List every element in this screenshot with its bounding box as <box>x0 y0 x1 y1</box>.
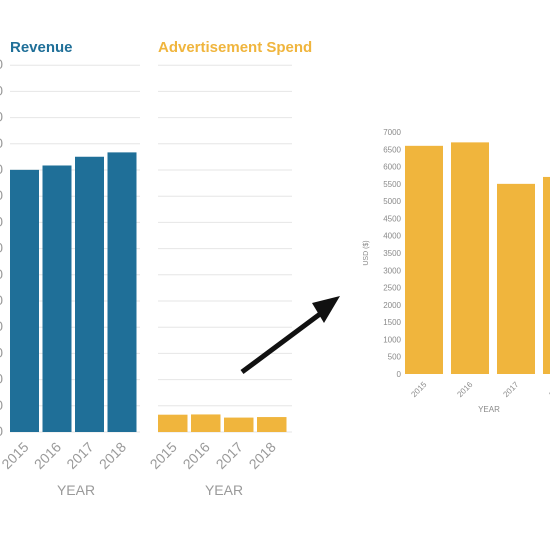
y-tick-label: 2500 <box>383 284 401 293</box>
chart-title: Advertisement Spend <box>158 39 312 56</box>
y-tick-stub: 0 <box>0 292 3 308</box>
y-tick-label: 4500 <box>383 214 401 223</box>
y-tick-label: 2000 <box>383 301 401 310</box>
bar-revenue-2018 <box>107 152 137 432</box>
y-tick-label: 0 <box>397 370 402 379</box>
y-tick-stub: 0 <box>0 135 3 151</box>
bar-ad_spend_small-2016 <box>191 414 221 432</box>
x-tick-label: 2017 <box>63 439 96 472</box>
x-axis-label: YEAR <box>57 482 95 498</box>
y-tick-stub: 0 <box>0 56 3 72</box>
x-tick-label: 2016 <box>455 380 474 399</box>
x-tick-label: 2018 <box>246 439 279 472</box>
zoom-arrow <box>240 296 340 375</box>
y-tick-stub: 0 <box>0 344 3 360</box>
y-tick-label: 6000 <box>383 163 401 172</box>
y-tick-stub: 0 <box>0 161 3 177</box>
y-tick-stub: 0 <box>0 82 3 98</box>
bar-ad_spend_zoom-2018 <box>543 176 550 374</box>
y-tick-stub: 0 <box>0 266 3 282</box>
bar-ad_spend_zoom-2015 <box>405 145 443 374</box>
x-tick-label: 2017 <box>501 380 520 399</box>
y-tick-stub: 0 <box>0 213 3 229</box>
arrow-shaft <box>240 311 322 375</box>
x-tick-label: 2016 <box>180 439 213 472</box>
chart-ad_spend_zoom: 0 500 1000 1500 2000 2500 3000 3500 4000 4500 5000… <box>363 128 550 414</box>
y-tick-label: 5500 <box>383 180 401 189</box>
y-tick-stub: 0 <box>0 423 3 439</box>
y-tick-label: 3500 <box>383 249 401 258</box>
bar-ad_spend_small-2017 <box>224 417 254 432</box>
bar-ad_spend_zoom-2016 <box>451 142 489 374</box>
bar-revenue-2016 <box>42 165 72 432</box>
x-tick-label: 2018 <box>96 439 129 472</box>
arrow-head <box>312 296 340 323</box>
y-tick-label: 1500 <box>383 318 401 327</box>
y-tick-stub: 0 <box>0 240 3 256</box>
y-tick-label: 4000 <box>383 232 401 241</box>
y-tick-label: 6500 <box>383 145 401 154</box>
y-tick-stub: 0 <box>0 318 3 334</box>
y-tick-label: 7000 <box>383 128 401 137</box>
y-tick-label: 3000 <box>383 266 401 275</box>
x-tick-label: 2017 <box>213 439 246 472</box>
y-tick-label: 5000 <box>383 197 401 206</box>
bar-ad_spend_small-2018 <box>257 417 287 432</box>
y-tick-stub: 0 <box>0 109 3 125</box>
y-tick-stub: 0 <box>0 397 3 413</box>
bar-ad_spend_small-2015 <box>158 414 188 432</box>
chart-title: Revenue <box>10 39 73 56</box>
y-tick-stub: 0 <box>0 187 3 203</box>
x-axis-label: YEAR <box>205 482 243 498</box>
bar-revenue-2017 <box>75 156 104 432</box>
y-tick-label: 1000 <box>383 335 401 344</box>
y-tick-stub: 0 <box>0 371 3 387</box>
bar-revenue-2015 <box>10 169 39 432</box>
x-tick-label: 2015 <box>0 439 32 472</box>
x-tick-label: 2015 <box>147 439 180 472</box>
x-tick-label: 2016 <box>31 439 64 472</box>
x-tick-label: 2015 <box>409 380 428 399</box>
x-axis-label: YEAR <box>478 405 500 414</box>
y-tick-label: 500 <box>388 353 402 362</box>
bar-ad_spend_zoom-2017 <box>497 183 535 374</box>
y-axis-label: USD ($) <box>363 240 370 265</box>
